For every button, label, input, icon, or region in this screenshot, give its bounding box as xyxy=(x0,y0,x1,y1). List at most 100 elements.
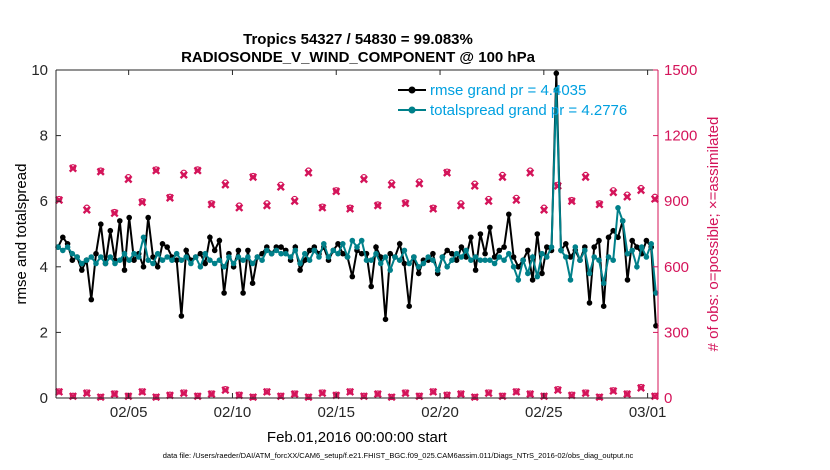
obs-possible-marker xyxy=(596,393,603,401)
spread-point xyxy=(321,241,327,247)
rmse-point xyxy=(368,283,375,290)
obs-assimilated-marker xyxy=(526,390,535,399)
spread-point xyxy=(273,247,280,254)
rmse-point xyxy=(60,234,66,241)
spread-point xyxy=(534,273,541,280)
obs-assimilated-marker xyxy=(553,386,562,395)
spread-point xyxy=(278,250,284,257)
spread-point xyxy=(183,254,189,260)
rmse-point xyxy=(487,224,493,231)
rmse-point xyxy=(278,244,284,250)
rmse-point xyxy=(482,250,488,257)
rmse-point xyxy=(563,241,569,247)
y-left-tick-label: 4 xyxy=(40,259,48,276)
obs-assimilated-marker xyxy=(581,173,590,182)
spread-point xyxy=(102,260,109,267)
spread-point xyxy=(482,257,488,264)
spread-point xyxy=(354,244,360,250)
chart-title-line1: Tropics 54327 / 54830 = 99.083% xyxy=(243,31,473,48)
obs-assimilated-marker xyxy=(262,387,271,396)
spread-point xyxy=(188,260,194,267)
spread-point xyxy=(411,254,417,260)
spread-point xyxy=(487,257,493,264)
spread-point xyxy=(344,254,351,260)
obs-assimilated-marker xyxy=(401,389,410,398)
rmse-point xyxy=(140,264,147,270)
obs-assimilated-marker xyxy=(609,386,618,396)
obs-possible-marker xyxy=(457,390,465,397)
spread-point xyxy=(178,257,185,264)
rmse-point xyxy=(178,313,185,319)
rmse-point xyxy=(107,227,114,234)
rmse-point xyxy=(544,244,550,250)
rmse-point xyxy=(496,247,503,254)
rmse-point xyxy=(515,264,522,270)
obs-assimilated-marker xyxy=(82,389,91,398)
y-right-tick-label: 1500 xyxy=(664,62,697,79)
obs-possible-marker xyxy=(610,387,617,394)
spread-point xyxy=(600,280,607,287)
spread-point xyxy=(539,250,545,257)
spread-point xyxy=(415,264,422,270)
rmse-point xyxy=(401,260,408,267)
spread-point xyxy=(69,250,76,257)
obs-assimilated-marker xyxy=(373,201,382,210)
spread-point xyxy=(145,257,151,264)
obs-assimilated-marker xyxy=(456,390,465,399)
obs-possible-marker xyxy=(166,391,174,398)
spread-point xyxy=(325,254,332,260)
spread-point xyxy=(444,264,451,270)
obs-assimilated-marker xyxy=(179,170,188,180)
obs-assimilated-marker xyxy=(96,393,105,402)
spread-point xyxy=(468,257,474,264)
rmse-point xyxy=(506,211,512,218)
spread-point xyxy=(572,244,579,250)
spread-point xyxy=(529,254,536,260)
y-right-tick-label: 1200 xyxy=(664,128,697,145)
rmse-point xyxy=(358,250,365,257)
x-tick-label: 02/20 xyxy=(421,404,459,421)
spread-point xyxy=(121,250,128,257)
rmse-point xyxy=(69,257,76,264)
spread-point xyxy=(648,241,654,247)
spread-point xyxy=(216,257,223,264)
spread-point xyxy=(619,218,626,224)
obs-assimilated-marker xyxy=(332,187,341,196)
spread-point xyxy=(496,254,503,260)
rmse-point xyxy=(373,244,379,250)
spread-point xyxy=(340,241,346,247)
obs-possible-marker xyxy=(83,389,91,396)
y-axis-label-left: rmse and totalspread xyxy=(13,164,30,305)
rmse-point xyxy=(202,260,208,267)
rmse-point xyxy=(297,267,303,273)
spread-point xyxy=(335,250,341,257)
obs-possible-marker xyxy=(97,393,104,401)
spread-point xyxy=(112,260,118,267)
obs-assimilated-marker xyxy=(373,390,382,399)
spread-point xyxy=(230,260,237,267)
spread-point xyxy=(55,244,61,250)
obs-assimilated-marker xyxy=(304,168,313,177)
spread-point xyxy=(401,247,408,254)
rmse-point xyxy=(539,270,545,277)
obs-assimilated-marker xyxy=(221,386,230,395)
spread-point xyxy=(306,257,313,264)
spread-point xyxy=(582,247,588,254)
spread-point xyxy=(563,254,569,260)
rmse-point xyxy=(197,250,204,257)
spread-point xyxy=(629,247,635,254)
y-left-tick-label: 2 xyxy=(40,324,48,341)
spread-point xyxy=(396,257,403,264)
spread-point xyxy=(458,254,465,260)
obs-assimilated-marker xyxy=(68,164,78,173)
spread-point xyxy=(506,250,512,257)
spread-point xyxy=(150,260,156,267)
rmse-point xyxy=(458,244,465,250)
x-tick-label: 02/25 xyxy=(525,404,563,421)
rmse-point xyxy=(131,257,137,264)
obs-assimilated-marker xyxy=(484,197,493,206)
obs-assimilated-marker xyxy=(318,389,327,398)
rmse-point xyxy=(216,237,223,244)
spread-point xyxy=(387,267,394,273)
spread-point xyxy=(117,257,123,264)
